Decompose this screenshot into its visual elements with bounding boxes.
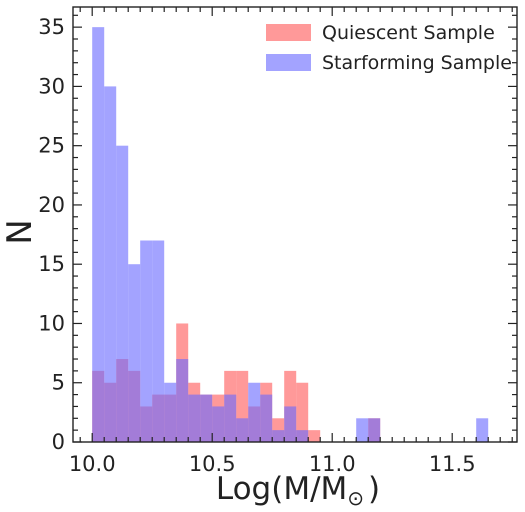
starforming-bar	[176, 359, 189, 442]
legend-label-quiescent: Quiescent Sample	[322, 22, 495, 44]
starforming-bar	[368, 418, 381, 442]
x-axis-label-close: )	[368, 471, 380, 507]
quiescent-bar	[308, 430, 321, 442]
starforming-bar	[260, 394, 273, 442]
x-tick-label: 10.0	[69, 452, 116, 476]
starforming-bar	[248, 382, 261, 442]
starforming-bar	[212, 406, 225, 442]
legend-swatch-starforming	[266, 54, 311, 71]
starforming-bar	[224, 394, 237, 442]
starforming-bar	[236, 418, 249, 442]
starforming-bar	[272, 430, 285, 442]
starforming-bar	[140, 240, 153, 442]
x-tick-label: 10.5	[189, 452, 236, 476]
y-tick-label: 25	[38, 134, 65, 158]
starforming-bar	[188, 394, 201, 442]
x-axis-label-main: Log(M/M	[216, 471, 347, 507]
y-axis-label: N	[0, 219, 40, 244]
plot-frame	[72, 6, 518, 443]
x-tick-label: 11.0	[309, 452, 356, 476]
x-tick-label: 11.5	[429, 452, 476, 476]
y-tick-label: 20	[38, 193, 65, 217]
y-tick-label: 5	[52, 371, 65, 395]
starforming-bar	[200, 394, 213, 442]
starforming-bar	[296, 430, 309, 442]
starforming-bar	[164, 382, 177, 442]
tick-labels: 10.0 10.5 11.0 11.5 0 5 10 15 20 25 30 35	[38, 15, 475, 476]
ticks-layer	[73, 7, 517, 443]
y-tick-label: 35	[38, 15, 65, 39]
y-tick-label: 30	[38, 74, 65, 98]
starforming-bar	[476, 418, 489, 442]
starforming-bar	[152, 240, 165, 442]
y-tick-label: 0	[52, 430, 65, 454]
starforming-bar	[128, 264, 141, 442]
starforming-bar	[92, 27, 105, 443]
y-tick-label: 15	[38, 252, 65, 276]
starforming-bar	[356, 418, 369, 442]
legend: Quiescent Sample Starforming Sample	[266, 22, 512, 74]
bars-layer	[92, 27, 489, 443]
x-axis-label: Log(M/M⊙)	[216, 471, 380, 510]
starforming-bar	[104, 86, 117, 442]
legend-label-starforming: Starforming Sample	[322, 52, 512, 74]
quiescent-bar	[296, 382, 309, 442]
x-axis-label-subscript: ⊙	[347, 486, 364, 510]
legend-swatch-quiescent	[266, 24, 311, 41]
y-tick-label: 10	[38, 311, 65, 335]
starforming-bar	[116, 145, 129, 442]
starforming-bar	[284, 406, 297, 442]
